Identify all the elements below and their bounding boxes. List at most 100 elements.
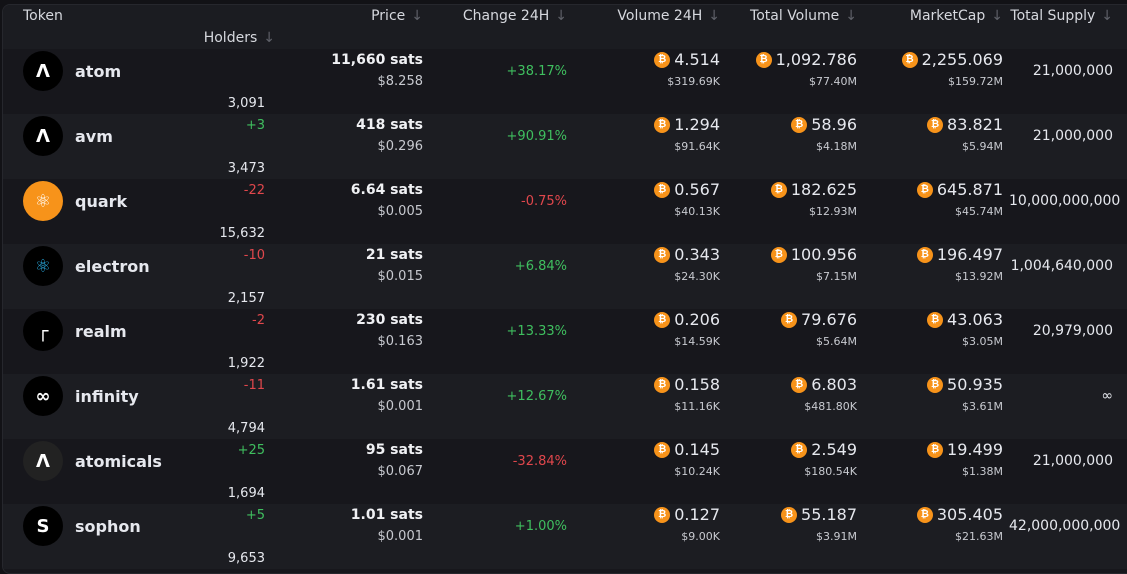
sort-arrow-icon[interactable]: ↓ bbox=[263, 30, 275, 46]
table-row[interactable]: ┌ realm 230 sats $0.163 +13.33% ₿ 0.206 $14.59K… bbox=[3, 309, 1127, 393]
electron-logo-icon: ⚛ bbox=[23, 246, 63, 286]
column-header-change-24h[interactable]: Change 24H ↓ bbox=[429, 8, 573, 24]
column-label: Volume 24H bbox=[617, 8, 703, 24]
marketcap-btc: 196.497 bbox=[936, 245, 1003, 264]
volume-24h-btc: 4.514 bbox=[674, 50, 720, 69]
bitcoin-icon: ₿ bbox=[770, 247, 787, 263]
holders-cell: 1,922 -11 bbox=[3, 353, 281, 397]
table-row[interactable]: ⚛ electron 21 sats $0.015 +6.84% ₿ 0.343 $24.30… bbox=[3, 244, 1127, 328]
table-row[interactable]: ∞ infinity 1.61 sats $0.001 +12.67% ₿ 0.158 $11… bbox=[3, 374, 1127, 458]
volume-24h-cell: ₿ 4.514 $319.69K bbox=[573, 49, 726, 93]
total-volume-usd: $180.54K bbox=[804, 465, 857, 478]
total-volume-btc: 2.549 bbox=[811, 440, 857, 459]
column-header-price[interactable]: Price ↓ bbox=[281, 8, 429, 24]
bitcoin-icon: ₿ bbox=[927, 117, 944, 133]
quark-logo-icon: ⚛ bbox=[23, 181, 63, 221]
bitcoin-icon: ₿ bbox=[916, 182, 933, 198]
token-cell[interactable]: ∞ infinity bbox=[3, 376, 281, 416]
sort-arrow-icon[interactable]: ↓ bbox=[1101, 8, 1113, 24]
marketcap-btc: 83.821 bbox=[947, 115, 1003, 134]
sort-arrow-icon[interactable]: ↓ bbox=[708, 8, 720, 24]
volume-24h-btc: 0.206 bbox=[674, 310, 720, 329]
total-volume-btc: 100.956 bbox=[790, 245, 857, 264]
total-volume-cell: ₿ 55.187 $3.91M bbox=[726, 504, 863, 548]
column-header-total-volume[interactable]: Total Volume ↓ bbox=[726, 8, 863, 24]
token-cell[interactable]: ⚛ electron bbox=[3, 246, 281, 286]
total-volume-cell: ₿ 58.96 $4.18M bbox=[726, 114, 863, 158]
total-volume-btc: 79.676 bbox=[801, 310, 857, 329]
realm-logo-icon: ┌ bbox=[23, 311, 63, 351]
total-volume-usd: $12.93M bbox=[809, 205, 857, 218]
token-name[interactable]: sophon bbox=[75, 516, 141, 536]
volume-24h-btc: 0.158 bbox=[674, 375, 720, 394]
sort-arrow-icon[interactable]: ↓ bbox=[991, 8, 1003, 24]
token-name[interactable]: electron bbox=[75, 256, 150, 276]
table-row[interactable]: ⚛ quark 6.64 sats $0.005 -0.75% ₿ 0.567 $40.13K… bbox=[3, 179, 1127, 263]
marketcap-usd: $159.72M bbox=[948, 75, 1003, 88]
volume-24h-btc: 0.145 bbox=[674, 440, 720, 459]
holders-count: 1,694 bbox=[227, 486, 265, 501]
holders-cell: 1,694 +5 bbox=[3, 483, 281, 527]
bitcoin-icon: ₿ bbox=[916, 507, 933, 523]
total-supply: 10,000,000,000 bbox=[1009, 193, 1121, 209]
price-sats: 11,660 sats bbox=[331, 52, 423, 68]
marketcap-btc: 305.405 bbox=[936, 505, 1003, 524]
volume-24h-usd: $9.00K bbox=[681, 530, 720, 543]
total-volume-usd: $481.80K bbox=[804, 400, 857, 413]
total-volume-btc: 182.625 bbox=[790, 180, 857, 199]
marketcap-cell: ₿ 2,255.069 $159.72M bbox=[863, 49, 1009, 93]
sort-arrow-icon[interactable]: ↓ bbox=[845, 8, 857, 24]
column-header-marketcap[interactable]: MarketCap ↓ bbox=[863, 8, 1009, 24]
bitcoin-icon: ₿ bbox=[901, 52, 918, 68]
price-usd: $0.296 bbox=[377, 139, 424, 154]
change-24h: +38.17% bbox=[506, 63, 567, 79]
bitcoin-icon: ₿ bbox=[654, 247, 671, 263]
column-header-holders[interactable]: Holders ↓ bbox=[3, 30, 281, 46]
total-volume-btc: 58.96 bbox=[811, 115, 857, 134]
bitcoin-icon: ₿ bbox=[654, 377, 671, 393]
token-name[interactable]: infinity bbox=[75, 386, 139, 406]
sort-arrow-icon[interactable]: ↓ bbox=[411, 8, 423, 24]
holders-cell: 4,794 +25 bbox=[3, 418, 281, 462]
token-name[interactable]: atom bbox=[75, 61, 122, 81]
token-name[interactable]: atomicals bbox=[75, 451, 162, 471]
column-header-volume-24h[interactable]: Volume 24H ↓ bbox=[573, 8, 726, 24]
token-name[interactable]: avm bbox=[75, 126, 113, 146]
marketcap-usd: $1.38M bbox=[962, 465, 1003, 478]
sort-arrow-icon[interactable]: ↓ bbox=[555, 8, 567, 24]
price-usd: $0.067 bbox=[377, 464, 424, 479]
total-volume-btc: 6.803 bbox=[811, 375, 857, 394]
holders-count: 1,922 bbox=[227, 356, 265, 371]
marketcap-cell: ₿ 305.405 $21.63M bbox=[863, 504, 1009, 548]
token-name[interactable]: realm bbox=[75, 321, 127, 341]
bitcoin-icon: ₿ bbox=[927, 377, 944, 393]
atom-logo-icon: Λ bbox=[23, 51, 63, 91]
holders-count: 9,653 bbox=[227, 551, 265, 566]
token-cell[interactable]: ┌ realm bbox=[3, 311, 281, 351]
volume-24h-cell: ₿ 0.127 $9.00K bbox=[573, 504, 726, 548]
price-usd: $0.005 bbox=[377, 204, 424, 219]
price-cell: 1.61 sats $0.001 bbox=[281, 374, 429, 418]
volume-24h-btc: 0.127 bbox=[674, 505, 720, 524]
avm-logo-icon: Λ bbox=[23, 116, 63, 156]
token-name[interactable]: quark bbox=[75, 191, 128, 211]
price-cell: 418 sats $0.296 bbox=[281, 114, 429, 158]
bitcoin-icon: ₿ bbox=[654, 312, 671, 328]
volume-24h-cell: ₿ 0.158 $11.16K bbox=[573, 374, 726, 418]
column-header-token[interactable]: Token bbox=[3, 8, 281, 24]
total-supply: ∞ bbox=[1101, 388, 1113, 404]
price-sats: 95 sats bbox=[365, 442, 423, 458]
token-cell[interactable]: ⚛ quark bbox=[3, 181, 281, 221]
total-volume-usd: $3.91M bbox=[816, 530, 857, 543]
total-volume-cell: ₿ 182.625 $12.93M bbox=[726, 179, 863, 223]
column-header-total-supply[interactable]: Total Supply ↓ bbox=[1009, 8, 1119, 24]
total-volume-usd: $5.64M bbox=[816, 335, 857, 348]
